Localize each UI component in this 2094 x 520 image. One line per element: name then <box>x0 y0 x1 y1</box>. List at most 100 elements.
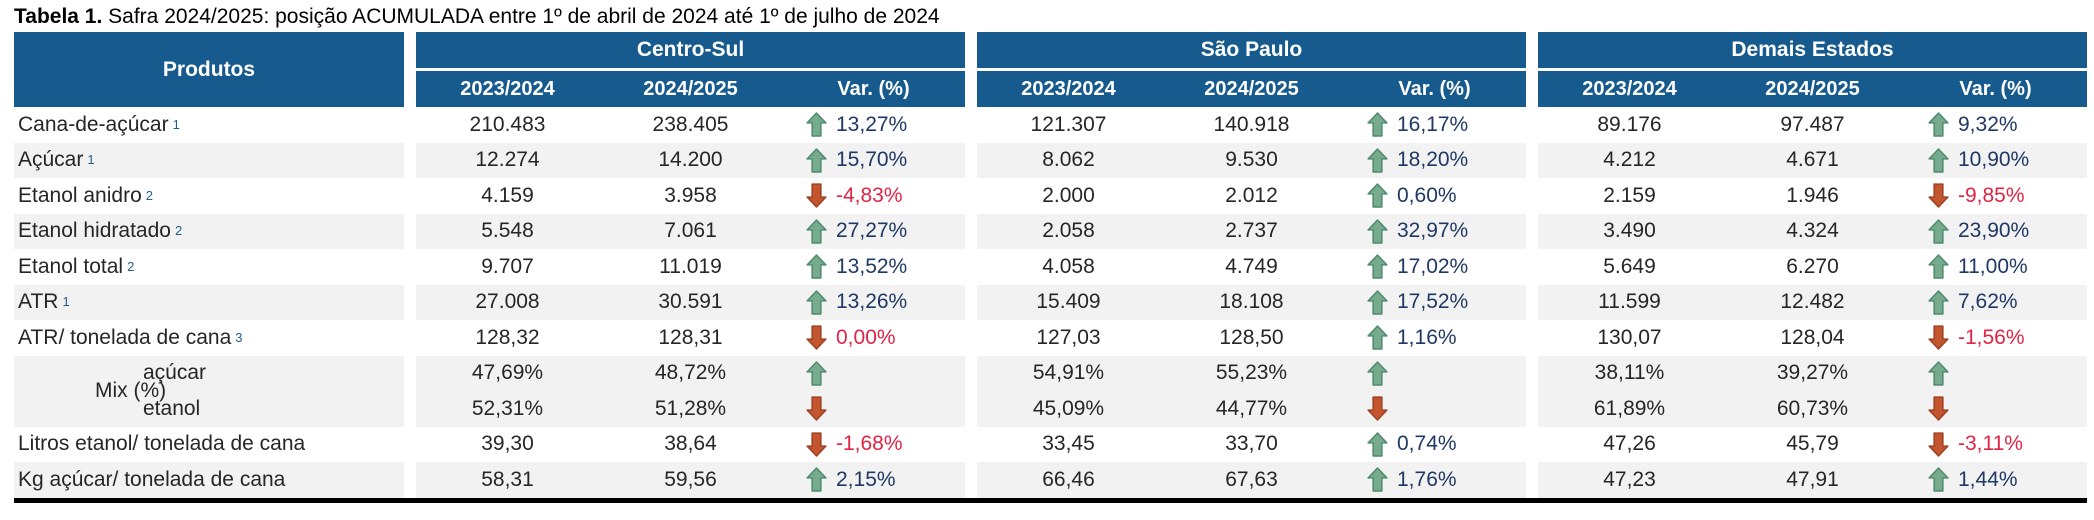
up-arrow-icon <box>806 112 827 137</box>
value-cell: 2.159 <box>1538 178 1721 214</box>
value-cell: 128,31 <box>599 320 782 356</box>
product-label: Etanol hidratado 2 <box>14 213 404 249</box>
variation-cell <box>782 355 965 391</box>
variation-value: 1,44% <box>1958 467 2018 491</box>
product-label: açúcar <box>14 355 404 391</box>
value-cell: 67,63 <box>1160 462 1343 498</box>
table-row: Etanol hidratado 2 5.548 7.061 27,27% 2.058 2.… <box>14 213 2087 249</box>
value-cell: 66,46 <box>977 462 1160 498</box>
down-arrow-icon <box>1928 396 1949 421</box>
variation-value: 32,97% <box>1397 219 1469 243</box>
header-separator <box>1538 68 2087 71</box>
table-row: ATR/ tonelada de cana 3 128,32 128,31 0,00% 1… <box>14 320 2087 356</box>
down-arrow-icon <box>1367 396 1388 421</box>
value-cell: 2.058 <box>977 213 1160 249</box>
column-group-gap <box>965 391 977 427</box>
product-label: Açúcar 1 <box>14 142 404 178</box>
table-row: Litros etanol/ tonelada de cana 39,30 38,6… <box>14 426 2087 462</box>
up-arrow-icon <box>1367 148 1388 173</box>
value-cell: 30.591 <box>599 284 782 320</box>
group-title: Demais Estados <box>1538 32 2087 68</box>
value-cell: 7.061 <box>599 213 782 249</box>
up-arrow-icon <box>1928 254 1949 279</box>
variation-cell: 18,20% <box>1343 142 1526 178</box>
product-label: ATR/ tonelada de cana 3 <box>14 320 404 356</box>
column-header: 2024/2025 <box>599 71 782 107</box>
variation-cell <box>1904 355 2087 391</box>
value-cell: 11.019 <box>599 249 782 285</box>
column-header: 2024/2025 <box>1721 71 1904 107</box>
column-group-gap <box>965 213 977 249</box>
value-cell: 3.490 <box>1538 213 1721 249</box>
value-cell: 59,56 <box>599 462 782 498</box>
value-cell: 4.671 <box>1721 142 1904 178</box>
column-group-gap <box>1526 320 1538 356</box>
safra-table: Produtos Centro-Sul 2023/2024 2024/2025 … <box>14 32 2087 503</box>
variation-cell: 2,15% <box>782 462 965 498</box>
variation-cell: 17,02% <box>1343 249 1526 285</box>
value-cell: 11.599 <box>1538 284 1721 320</box>
table-row: Kg açúcar/ tonelada de cana 58,31 59,56 2,1… <box>14 462 2087 498</box>
value-cell: 12.482 <box>1721 284 1904 320</box>
value-cell: 51,28% <box>599 391 782 427</box>
value-cell: 89.176 <box>1538 107 1721 143</box>
column-group-gap <box>1526 355 1538 391</box>
variation-value: 0,60% <box>1397 183 1457 207</box>
up-arrow-icon <box>1367 219 1388 244</box>
up-arrow-icon <box>1367 325 1388 350</box>
product-label: Etanol anidro 2 <box>14 178 404 214</box>
up-arrow-icon <box>1367 183 1388 208</box>
variation-value: 18,20% <box>1397 148 1469 172</box>
column-group-gap <box>404 462 416 498</box>
up-arrow-icon <box>806 467 827 492</box>
variation-value: 27,27% <box>836 219 908 243</box>
column-group-gap <box>404 142 416 178</box>
column-group-gap <box>404 249 416 285</box>
variation-cell: 27,27% <box>782 213 965 249</box>
table-title-prefix: Tabela 1. <box>14 5 103 28</box>
variation-value: 9,32% <box>1958 112 2018 136</box>
column-header: Var. (%) <box>1904 71 2087 107</box>
value-cell: 60,73% <box>1721 391 1904 427</box>
variation-value: 0,74% <box>1397 432 1457 456</box>
variation-cell: -1,68% <box>782 426 965 462</box>
table-body: Cana-de-açúcar 1 210.483 238.405 13,27% 121.3… <box>14 107 2087 498</box>
variation-value: 13,52% <box>836 254 908 278</box>
value-cell: 38,11% <box>1538 355 1721 391</box>
column-group-gap <box>1526 391 1538 427</box>
table-row: Etanol anidro 2 4.159 3.958 -4,83% 2.000 2.012… <box>14 178 2087 214</box>
product-label: Kg açúcar/ tonelada de cana <box>14 462 404 498</box>
value-cell: 55,23% <box>1160 355 1343 391</box>
value-cell: 18.108 <box>1160 284 1343 320</box>
up-arrow-icon <box>1367 361 1388 386</box>
value-cell: 27.008 <box>416 284 599 320</box>
column-header: 2023/2024 <box>1538 71 1721 107</box>
variation-cell: 0,60% <box>1343 178 1526 214</box>
variation-value: 10,90% <box>1958 148 2030 172</box>
column-group-gap <box>404 391 416 427</box>
up-arrow-icon <box>806 148 827 173</box>
value-cell: 9.707 <box>416 249 599 285</box>
column-group-gap <box>965 32 977 107</box>
variation-cell: 11,00% <box>1904 249 2087 285</box>
product-label: Litros etanol/ tonelada de cana <box>14 426 404 462</box>
column-group-gap <box>965 355 977 391</box>
variation-value: 11,00% <box>1958 254 2028 278</box>
column-group-gap <box>1526 178 1538 214</box>
variation-cell: -3,11% <box>1904 426 2087 462</box>
group-header-demais-estados: Demais Estados 2023/2024 2024/2025 Var. … <box>1538 32 2087 107</box>
value-cell: 4.324 <box>1721 213 1904 249</box>
up-arrow-icon <box>806 254 827 279</box>
variation-value: 15,70% <box>836 148 908 172</box>
variation-cell: 13,27% <box>782 107 965 143</box>
up-arrow-icon <box>1367 290 1388 315</box>
up-arrow-icon <box>1928 219 1949 244</box>
column-group-gap <box>965 142 977 178</box>
variation-cell <box>1343 391 1526 427</box>
value-cell: 58,31 <box>416 462 599 498</box>
variation-value: -4,83% <box>836 183 903 207</box>
variation-value: -1,56% <box>1958 325 2025 349</box>
variation-cell: 1,76% <box>1343 462 1526 498</box>
value-cell: 45,79 <box>1721 426 1904 462</box>
down-arrow-icon <box>1928 432 1949 457</box>
